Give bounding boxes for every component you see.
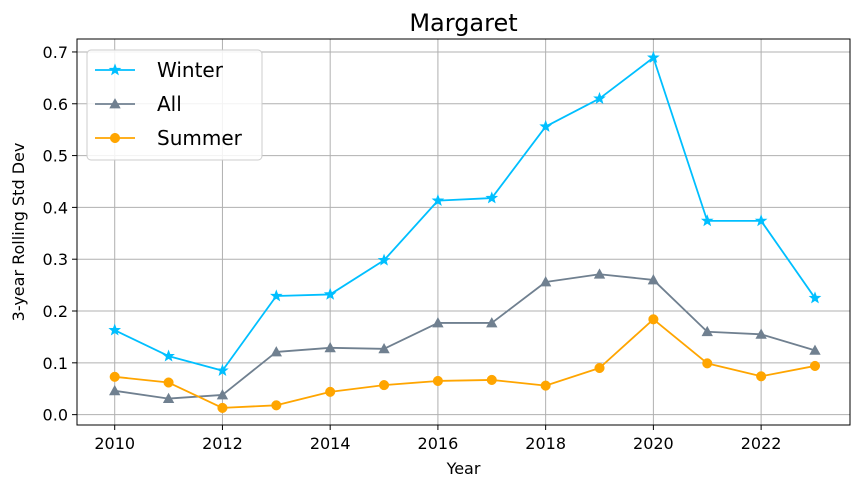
all-point: [486, 317, 498, 328]
winter-point: [377, 253, 391, 266]
winter-point: [108, 323, 122, 336]
series-all: [109, 268, 821, 403]
series-winter: [108, 51, 822, 376]
summer-point: [540, 380, 551, 391]
x-tick-label: 2022: [741, 434, 782, 453]
y-tick-label: 0.1: [43, 354, 68, 373]
series-layer: [108, 51, 822, 413]
y-tick-label: 0.0: [43, 406, 68, 425]
x-tick-label: 2014: [310, 434, 351, 453]
legend-all-label: All: [157, 92, 182, 116]
series-summer: [109, 314, 821, 413]
all-point: [270, 346, 282, 357]
summer-point: [486, 374, 497, 385]
legend: Winter All Summer: [86, 49, 263, 161]
summer-point: [271, 400, 282, 411]
y-tick-label: 0.7: [43, 43, 68, 62]
y-tick-label: 0.3: [43, 250, 68, 269]
winter-point: [808, 291, 822, 304]
winter-point: [269, 289, 283, 302]
x-axis-label: Year: [446, 459, 481, 478]
x-tick-label: 2012: [202, 434, 243, 453]
x-tick-label: 2020: [633, 434, 674, 453]
summer-point: [756, 371, 767, 382]
summer-point: [809, 360, 821, 371]
grid: [77, 39, 850, 425]
all-point: [216, 389, 229, 400]
winter-point: [162, 349, 175, 362]
legend-all-marker: [109, 98, 121, 109]
winter-point: [754, 214, 768, 227]
y-tick-label: 0.6: [43, 95, 68, 114]
legend-box: [86, 49, 263, 161]
summer-point: [325, 386, 336, 397]
winter-line: [114, 56, 816, 372]
axis-ticks: 2010 2012 2014 2016 2018 2020 2022 0.0 0.1 0.2 0.3…: [43, 43, 782, 453]
x-tick-label: 2016: [418, 434, 459, 453]
winter-point: [431, 194, 445, 207]
legend-winter-marker: [108, 63, 122, 76]
y-tick-label: 0.5: [43, 147, 68, 166]
all-point: [755, 328, 767, 339]
summer-point: [702, 358, 713, 369]
winter-point: [647, 51, 660, 64]
legend-summer-label: Summer: [157, 126, 243, 150]
all-point: [701, 325, 713, 337]
winter-point: [539, 119, 552, 132]
y-tick-label: 0.2: [43, 302, 68, 321]
all-point: [324, 341, 336, 353]
summer-point: [594, 362, 605, 374]
all-point: [432, 317, 444, 328]
legend-summer-marker: [109, 132, 121, 144]
all-point: [809, 344, 821, 355]
all-point: [378, 343, 390, 354]
plot-frame: [76, 38, 851, 426]
x-tick-label: 2010: [94, 434, 135, 453]
y-tick-label: 0.4: [43, 198, 68, 217]
all-point: [593, 268, 606, 279]
y-axis-label: 3-year Rolling Std Dev: [9, 143, 28, 322]
summer-point: [648, 314, 659, 325]
chart-title: Margaret: [409, 9, 517, 37]
legend-winter-label: Winter: [157, 58, 224, 82]
winter-point: [593, 91, 606, 104]
winter-point: [216, 363, 229, 376]
summer-point: [217, 402, 228, 413]
winter-point: [485, 191, 499, 204]
all-point: [539, 276, 552, 287]
summer-point: [432, 375, 443, 387]
summer-point: [163, 377, 174, 388]
all-point: [647, 274, 660, 285]
x-tick-label: 2018: [525, 434, 566, 453]
summer-point: [378, 380, 390, 391]
summer-line: [114, 318, 816, 409]
all-point: [162, 392, 175, 403]
winter-point: [323, 287, 337, 300]
all-line: [114, 273, 816, 400]
summer-point: [109, 371, 120, 382]
winter-point: [700, 214, 714, 227]
all-point: [109, 384, 121, 396]
